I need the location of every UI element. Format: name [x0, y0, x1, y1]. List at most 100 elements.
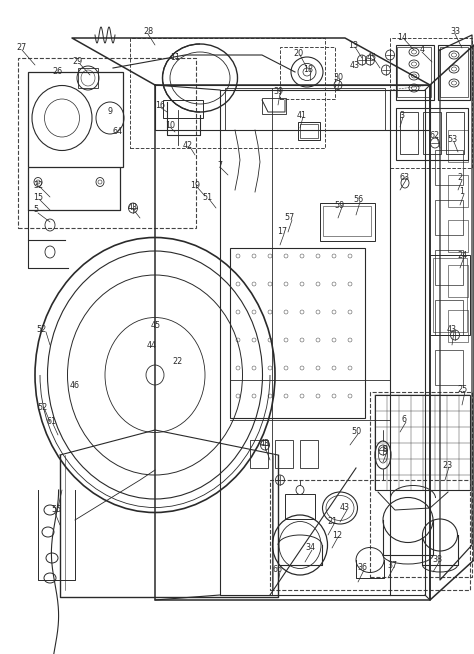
Bar	[435, 150, 463, 185]
Bar	[285, 494, 315, 519]
Text: 9: 9	[108, 107, 112, 116]
Bar	[250, 440, 268, 468]
Text: 34: 34	[305, 543, 315, 553]
Text: 27: 27	[17, 43, 27, 52]
Text: 17: 17	[277, 228, 287, 237]
Bar	[370, 392, 472, 577]
Bar	[438, 45, 470, 100]
Bar	[320, 203, 375, 241]
Text: 24: 24	[457, 250, 467, 260]
Text: 7: 7	[218, 160, 223, 169]
Text: 43: 43	[340, 504, 350, 513]
Text: 62: 62	[430, 131, 440, 139]
Text: 37: 37	[387, 560, 397, 570]
Bar	[390, 38, 472, 168]
Bar	[397, 47, 431, 97]
Bar	[396, 45, 434, 100]
Text: 63: 63	[400, 173, 410, 182]
Text: 11: 11	[170, 52, 180, 61]
Text: 32: 32	[33, 181, 43, 190]
Text: 53: 53	[447, 135, 457, 145]
Text: 38: 38	[432, 555, 442, 564]
Text: 12: 12	[332, 530, 342, 540]
Bar	[375, 395, 470, 490]
Text: 43: 43	[260, 438, 270, 447]
Bar	[323, 206, 371, 236]
Text: 18: 18	[303, 65, 313, 75]
Text: 26: 26	[52, 67, 62, 77]
Bar	[423, 112, 441, 154]
Bar	[28, 72, 123, 167]
Bar	[396, 108, 468, 160]
Text: 2: 2	[457, 173, 463, 182]
Text: 5: 5	[34, 205, 38, 215]
Text: 43: 43	[447, 326, 457, 334]
Text: 45: 45	[367, 52, 377, 61]
Bar	[230, 248, 365, 418]
Text: 22: 22	[173, 358, 183, 366]
Bar	[435, 250, 463, 285]
Bar	[446, 112, 464, 154]
Text: 42: 42	[183, 141, 193, 150]
Text: 29: 29	[73, 58, 83, 67]
Text: 13: 13	[348, 41, 358, 50]
Text: 44: 44	[147, 341, 157, 349]
Bar	[270, 480, 470, 590]
Text: 19: 19	[190, 181, 200, 190]
Text: 52: 52	[37, 326, 47, 334]
Text: 39: 39	[273, 88, 283, 97]
Text: 6: 6	[401, 415, 407, 424]
Bar	[433, 258, 467, 332]
Bar	[435, 300, 463, 335]
Text: 43: 43	[350, 61, 360, 69]
Bar	[280, 47, 335, 99]
Bar	[155, 85, 430, 130]
Text: 66: 66	[273, 566, 283, 574]
Text: 14: 14	[397, 33, 407, 41]
Text: 8: 8	[383, 445, 388, 455]
Text: 50: 50	[351, 428, 361, 436]
Text: 4: 4	[419, 46, 425, 54]
Text: 55: 55	[52, 506, 62, 515]
Text: 28: 28	[143, 27, 153, 37]
Text: 41: 41	[297, 111, 307, 120]
Text: 33: 33	[450, 27, 460, 37]
Text: 57: 57	[285, 213, 295, 222]
Bar	[298, 122, 320, 140]
Bar	[448, 220, 468, 252]
Bar	[262, 98, 286, 114]
Bar	[300, 440, 318, 468]
Bar	[448, 130, 468, 162]
Text: 3: 3	[400, 111, 404, 120]
Bar	[225, 88, 385, 130]
Bar	[163, 100, 203, 118]
Text: 61: 61	[47, 417, 57, 426]
Bar	[448, 175, 468, 207]
Bar	[440, 47, 468, 97]
Bar	[435, 350, 463, 385]
Text: 30: 30	[333, 73, 343, 82]
Text: 51: 51	[202, 192, 212, 201]
Text: 59: 59	[335, 201, 345, 209]
Bar	[275, 440, 293, 468]
Text: 36: 36	[357, 564, 367, 572]
Bar	[300, 124, 318, 138]
Text: 52: 52	[38, 404, 48, 413]
Bar	[448, 265, 468, 297]
Text: 15: 15	[33, 192, 43, 201]
Text: 25: 25	[458, 385, 468, 394]
Text: 46: 46	[70, 381, 80, 390]
Bar	[130, 38, 325, 148]
Text: 21: 21	[327, 517, 337, 526]
Text: 56: 56	[353, 196, 363, 205]
Bar	[400, 112, 418, 154]
Text: 16: 16	[155, 101, 165, 109]
Text: 23: 23	[442, 460, 452, 470]
Text: 20: 20	[293, 48, 303, 58]
Bar	[435, 200, 463, 235]
Bar	[448, 310, 468, 342]
Text: 1: 1	[459, 188, 465, 196]
Text: 45: 45	[151, 320, 161, 330]
Text: 64: 64	[113, 128, 123, 137]
Bar	[78, 68, 98, 88]
